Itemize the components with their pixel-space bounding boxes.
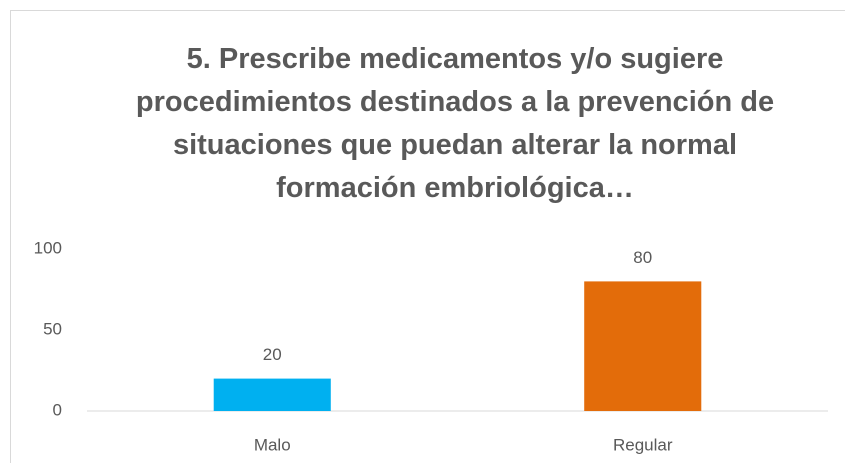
- x-tick-label: Malo: [254, 435, 291, 454]
- y-tick-label: 100: [34, 238, 62, 257]
- bar: [584, 281, 702, 411]
- chart-border: [10, 10, 845, 463]
- data-label: 80: [633, 248, 652, 267]
- x-tick-label: Regular: [613, 435, 673, 454]
- chart-title: 5. Prescribe medicamentos y/o sugiere pr…: [135, 43, 775, 204]
- bar: [213, 378, 331, 411]
- y-tick-label: 50: [43, 319, 62, 338]
- y-tick-label: 0: [53, 400, 62, 419]
- data-label: 20: [263, 345, 282, 364]
